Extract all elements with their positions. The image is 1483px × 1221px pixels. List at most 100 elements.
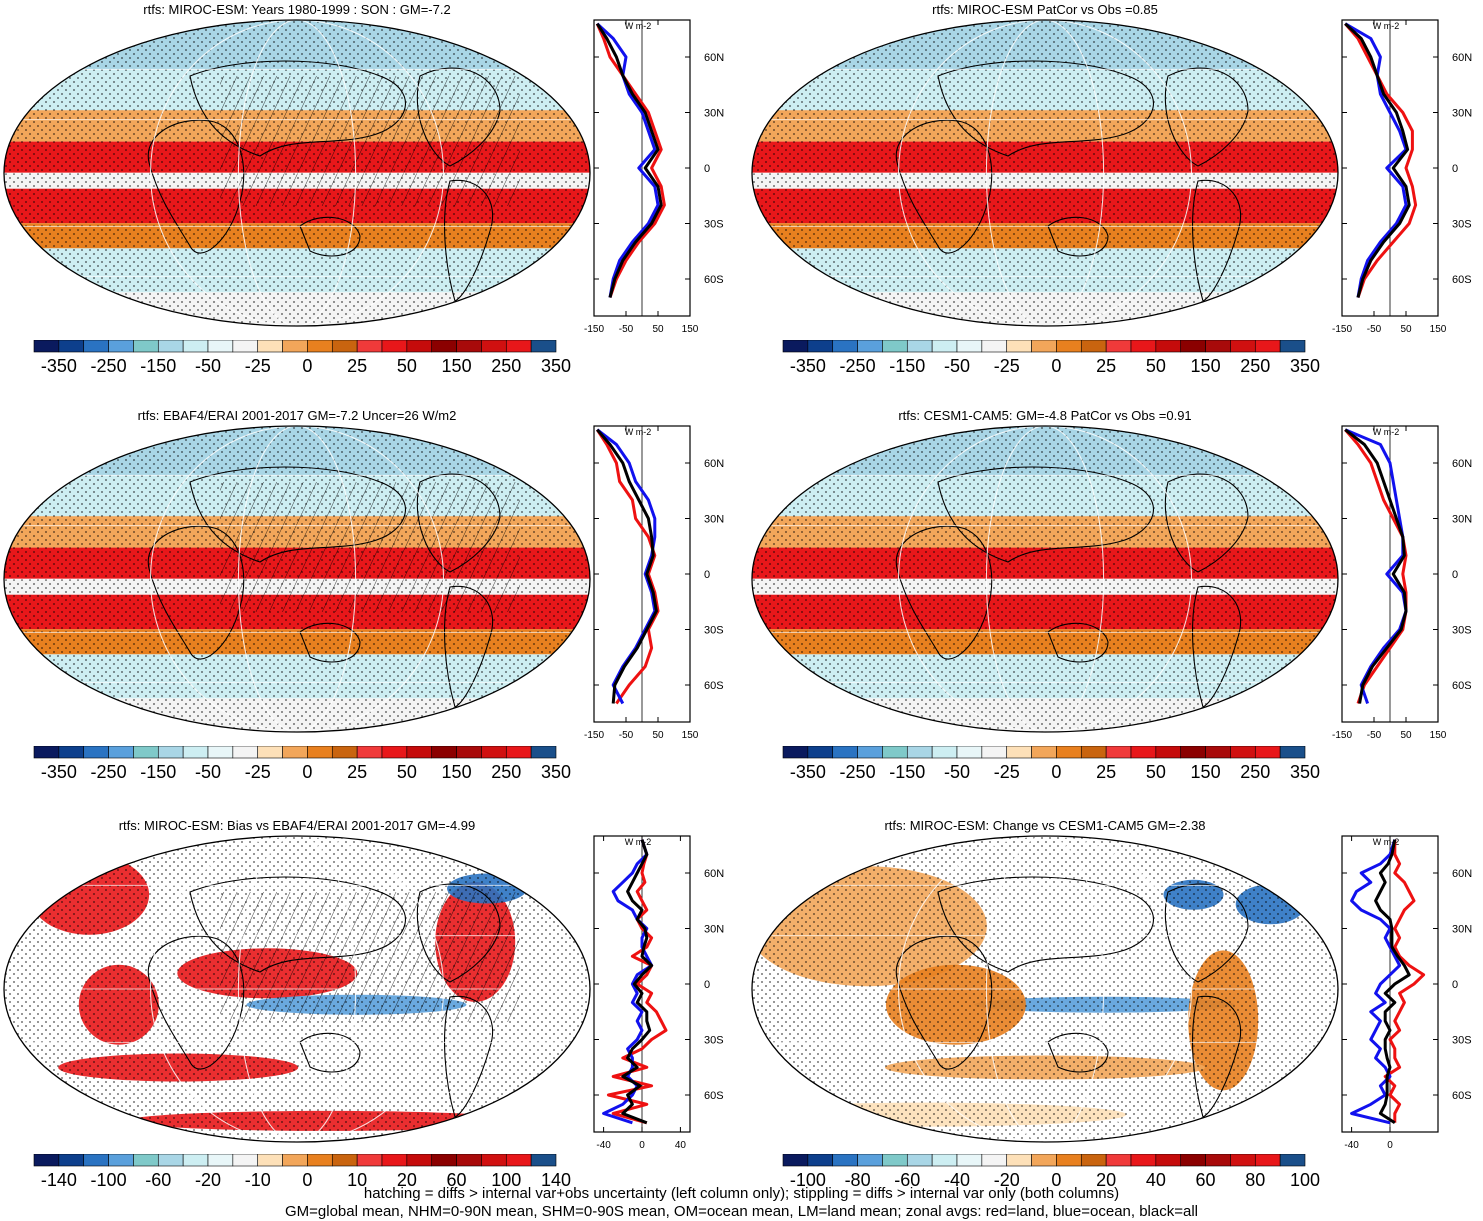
zonal-lat-tick-label: 60S	[1452, 680, 1472, 692]
colorbar-tick-label: -60	[145, 1170, 171, 1190]
colorbar-swatch	[1006, 1154, 1032, 1167]
zonal-average-plot: W m-2 60N 30N 0 30S 60S -150 -50 50 150	[1332, 425, 1472, 741]
zonal-lat-tick-label: 0	[1452, 163, 1458, 175]
zonal-series-all	[1344, 428, 1408, 704]
zonal-unit-label: W m-2	[625, 427, 652, 437]
colorbar-swatch	[882, 340, 908, 353]
colorbar-swatch	[133, 1154, 159, 1167]
colorbar-tick-label: -50	[944, 762, 970, 782]
zonal-lat-tick-label: 60N	[1452, 458, 1472, 470]
zonal-x-tick-label: 50	[1400, 324, 1412, 335]
zonal-x-tick-label: -50	[1367, 730, 1382, 741]
colorbar-tick-label: 0	[302, 762, 312, 782]
world-map	[751, 835, 1339, 1143]
colorbar-swatch	[857, 340, 883, 353]
colorbar-swatch	[807, 746, 834, 759]
colorbar-swatch	[356, 340, 383, 353]
zonal-lat-tick-label: 0	[704, 979, 710, 991]
colorbar-tick-label: -250	[91, 356, 127, 376]
zonal-unit-label: W m-2	[1373, 427, 1400, 437]
colorbar-swatch	[456, 1154, 482, 1167]
colorbar-tick-label: 0	[1051, 762, 1061, 782]
colorbar-swatch	[257, 746, 283, 759]
colorbar-tick-label: -50	[944, 356, 970, 376]
zonal-series-land	[595, 23, 666, 298]
zonal-x-tick-label: -150	[1332, 324, 1352, 335]
colorbar-swatch	[1056, 1154, 1082, 1167]
colorbar: -100 -80 -60 -40 -20 0 20 40 60 80 100	[782, 1154, 1320, 1190]
colorbar-swatch	[1205, 1154, 1231, 1167]
colorbar-swatch	[1155, 1154, 1182, 1167]
colorbar-tick-label: 60	[1196, 1170, 1216, 1190]
colorbar-tick-label: 20	[397, 1170, 417, 1190]
colorbar-swatch	[157, 746, 184, 759]
colorbar-tick-label: -100	[91, 1170, 127, 1190]
colorbar-swatch	[33, 746, 60, 759]
world-map	[751, 19, 1339, 327]
colorbar-swatch	[282, 340, 308, 353]
zonal-series-all	[595, 22, 663, 298]
colorbar-swatch	[1056, 340, 1082, 353]
colorbar-tick-label: 50	[1146, 356, 1166, 376]
colorbar-swatch	[133, 746, 159, 759]
zonal-average-plot: W m-2 60N 30N 0 30S 60S -150 -50 50 150	[584, 19, 724, 335]
colorbar: -350 -250 -150 -50 -25 0 25 50 150 250 350	[33, 340, 571, 376]
zonal-x-tick-label: 150	[1430, 324, 1447, 335]
colorbar-swatch	[381, 340, 408, 353]
footer-note-legend: GM=global mean, NHM=0-90N mean, SHM=0-90…	[284, 1203, 1198, 1220]
colorbar-swatch	[207, 1154, 234, 1167]
colorbar-swatch	[1254, 340, 1281, 353]
colorbar-tick-label: -40	[944, 1170, 970, 1190]
colorbar-swatch	[782, 1154, 809, 1167]
colorbar-swatch	[1130, 340, 1157, 353]
colorbar-swatch	[956, 1154, 983, 1167]
zonal-series-all	[621, 839, 654, 1125]
zonal-lat-tick-label: 30N	[1452, 924, 1472, 936]
zonal-lat-tick-label: 60S	[1452, 1090, 1472, 1102]
colorbar-swatch	[1080, 340, 1107, 353]
zonal-x-tick-label: 50	[652, 324, 664, 335]
zonal-x-tick-label: 50	[1400, 730, 1412, 741]
colorbar-tick-label: 25	[1096, 356, 1116, 376]
colorbar-swatch	[157, 340, 184, 353]
colorbar-tick-label: -10	[245, 1170, 271, 1190]
zonal-series-all	[596, 428, 658, 704]
footer-note-hatching: hatching = diffs > internal var+obs unce…	[363, 1185, 1120, 1202]
colorbar-swatch	[906, 340, 933, 353]
colorbar-swatch	[207, 340, 234, 353]
colorbar-tick-label: -350	[41, 762, 77, 782]
colorbar-tick-label: 100	[1290, 1170, 1320, 1190]
colorbar-tick-label: -150	[140, 356, 176, 376]
colorbar-swatch	[431, 1154, 457, 1167]
zonal-x-tick-label: 150	[682, 324, 699, 335]
colorbar-swatch	[108, 340, 134, 353]
colorbar-tick-label: 50	[397, 762, 417, 782]
colorbar-swatch	[331, 746, 358, 759]
colorbar-swatch	[1279, 340, 1306, 353]
zonal-x-tick-label: -50	[1367, 324, 1382, 335]
colorbar-swatch	[133, 340, 159, 353]
zonal-lat-tick-label: 30N	[704, 108, 724, 120]
zonal-x-tick-label: -150	[584, 730, 604, 741]
colorbar-swatch	[1205, 746, 1231, 759]
colorbar-tick-label: -25	[245, 356, 271, 376]
colorbar-swatch	[1105, 340, 1132, 353]
colorbar-swatch	[931, 746, 958, 759]
colorbar-swatch	[1205, 340, 1231, 353]
colorbar-swatch	[232, 1154, 259, 1167]
colorbar-swatch	[832, 340, 858, 353]
zonal-x-tick-label: 50	[652, 730, 664, 741]
zonal-lat-tick-label: 60N	[1452, 52, 1472, 64]
colorbar-swatch	[807, 340, 834, 353]
zonal-series-ocean	[1344, 428, 1408, 704]
colorbar-swatch	[1006, 746, 1032, 759]
zonal-lat-tick-label: 60S	[1452, 274, 1472, 286]
colorbar-tick-label: 140	[541, 1170, 571, 1190]
colorbar-swatch	[406, 340, 433, 353]
zonal-average-plot: W m-2 60N 30N 0 30S 60S -150 -50 50 150	[1332, 19, 1472, 335]
colorbar-swatch	[1180, 340, 1206, 353]
zonal-series-ocean	[596, 22, 660, 298]
zonal-x-tick-label: 0	[639, 1140, 645, 1151]
colorbar-swatch	[1279, 1154, 1306, 1167]
colorbar-tick-label: 20	[1096, 1170, 1116, 1190]
